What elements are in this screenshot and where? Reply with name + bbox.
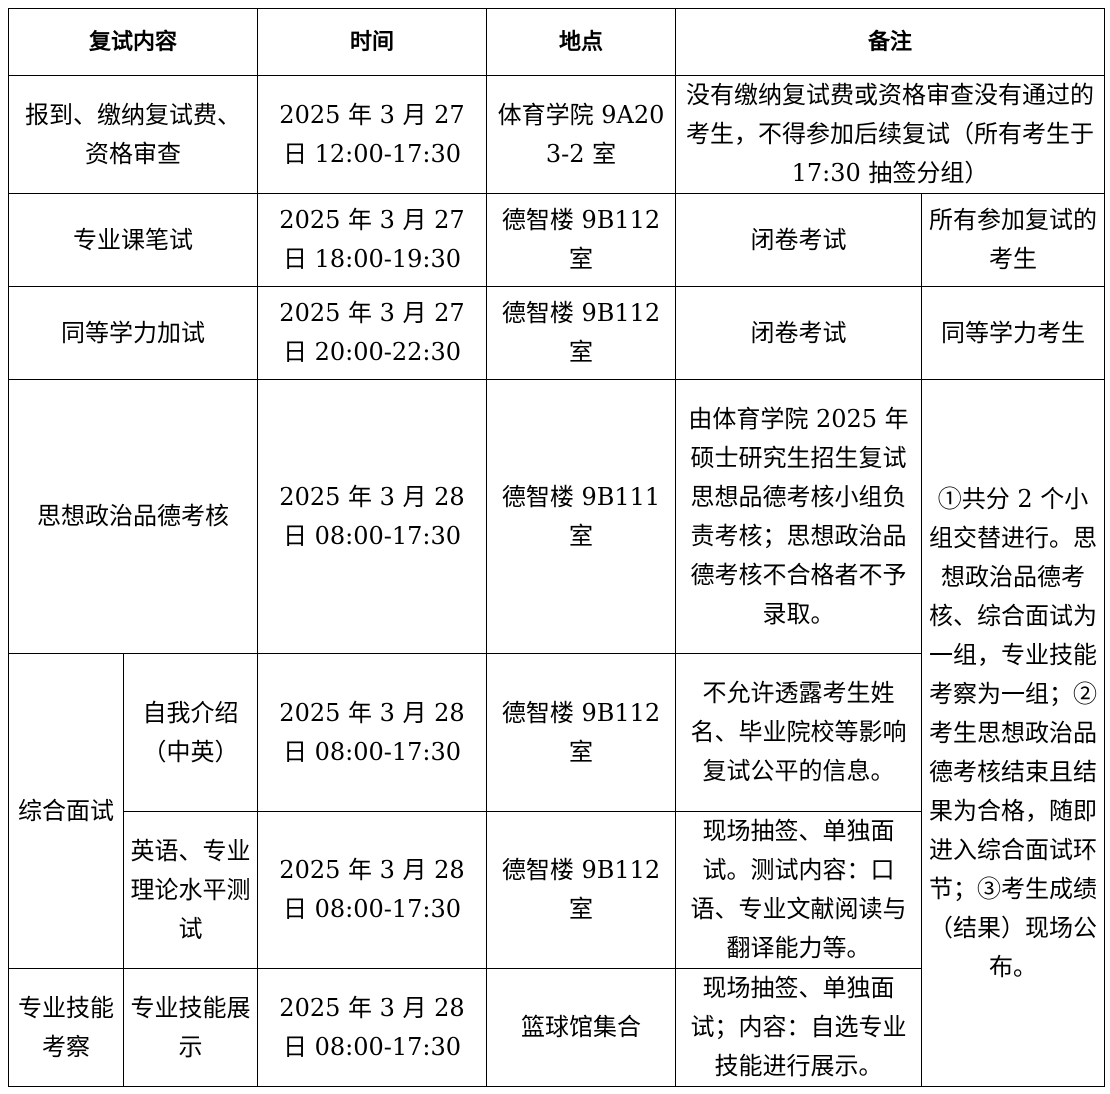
time-cell: 2025 年 3 月 27 日 18:00-19:30: [257, 193, 487, 287]
item-cell: 专业课笔试: [8, 193, 258, 287]
place-cell: 体育学院 9A203-2 室: [486, 75, 676, 194]
time-cell: 2025 年 3 月 28 日 08:00-17:30: [257, 811, 487, 969]
place-cell: 篮球馆集合: [486, 968, 676, 1087]
table-row: 专业技能考察 专业技能展示 2025 年 3 月 28 日 08:00-17:3…: [8, 968, 1105, 1087]
participants-cell: 所有参加复试的考生: [921, 193, 1105, 287]
time-cell: 2025 年 3 月 27 日 12:00-17:30: [257, 75, 487, 194]
note-cell: 闭卷考试: [675, 286, 922, 380]
group-cell: 综合面试: [8, 653, 124, 969]
time-cell: 2025 年 3 月 28 日 08:00-17:30: [257, 968, 487, 1087]
header-row: 复试内容 时间 地点 备注: [8, 8, 1105, 76]
time-cell: 2025 年 3 月 28 日 08:00-17:30: [257, 653, 487, 812]
item-cell: 英语、专业理论水平测试: [123, 811, 258, 969]
note-cell: 现场抽签、单独面试；内容：自选专业技能进行展示。: [675, 968, 922, 1087]
place-cell: 德智楼 9B111 室: [486, 379, 676, 654]
note-cell: 闭卷考试: [675, 193, 922, 287]
group-cell: 专业技能考察: [8, 968, 124, 1087]
table-row: 报到、缴纳复试费、资格审查 2025 年 3 月 27 日 12:00-17:3…: [8, 75, 1105, 194]
note-cell: 现场抽签、单独面试。测试内容：口语、专业文献阅读与翻译能力等。: [675, 811, 922, 969]
item-cell: 自我介绍（中英）: [123, 653, 258, 812]
note-cell: 不允许透露考生姓名、毕业院校等影响复试公平的信息。: [675, 653, 922, 812]
retest-schedule-table: 复试内容 时间 地点 备注 报到、缴纳复试费、资格审查 2025 年 3 月 2…: [8, 8, 1105, 1087]
time-cell: 2025 年 3 月 28 日 08:00-17:30: [257, 379, 487, 654]
item-cell: 同等学力加试: [8, 286, 258, 380]
place-cell: 德智楼 9B112 室: [486, 193, 676, 287]
note-cell: 没有缴纳复试费或资格审查没有通过的考生，不得参加后续复试（所有考生于 17:30…: [675, 75, 1105, 194]
note-cell: 由体育学院 2025 年硕士研究生招生复试思想品德考核小组负责考核；思想政治品德…: [675, 379, 922, 654]
participants-cell: 同等学力考生: [921, 286, 1105, 380]
table-row: 英语、专业理论水平测试 2025 年 3 月 28 日 08:00-17:30 …: [9, 811, 1105, 969]
table-row: 综合面试 自我介绍（中英） 2025 年 3 月 28 日 08:00-17:3…: [8, 653, 1105, 969]
time-cell: 2025 年 3 月 27 日 20:00-22:30: [257, 286, 487, 380]
header-note: 备注: [675, 8, 1105, 76]
header-time: 时间: [257, 8, 487, 76]
item-cell: 报到、缴纳复试费、资格审查: [8, 75, 258, 194]
header-content: 复试内容: [8, 8, 258, 76]
item-cell: 思想政治品德考核: [8, 379, 258, 654]
place-cell: 德智楼 9B112 室: [486, 811, 676, 969]
table-row: 专业课笔试 2025 年 3 月 27 日 18:00-19:30 德智楼 9B…: [8, 193, 1105, 287]
place-cell: 德智楼 9B112 室: [486, 653, 676, 812]
item-cell: 专业技能展示: [123, 968, 258, 1087]
header-place: 地点: [486, 8, 676, 76]
table-row: 思想政治品德考核 2025 年 3 月 28 日 08:00-17:30 德智楼…: [8, 379, 1105, 1087]
side-note-cell: ①共分 2 个小组交替进行。思想政治品德考核、综合面试为一组，专业技能考察为一组…: [921, 379, 1105, 1087]
table-row: 同等学力加试 2025 年 3 月 27 日 20:00-22:30 德智楼 9…: [8, 286, 1105, 380]
place-cell: 德智楼 9B112 室: [486, 286, 676, 380]
